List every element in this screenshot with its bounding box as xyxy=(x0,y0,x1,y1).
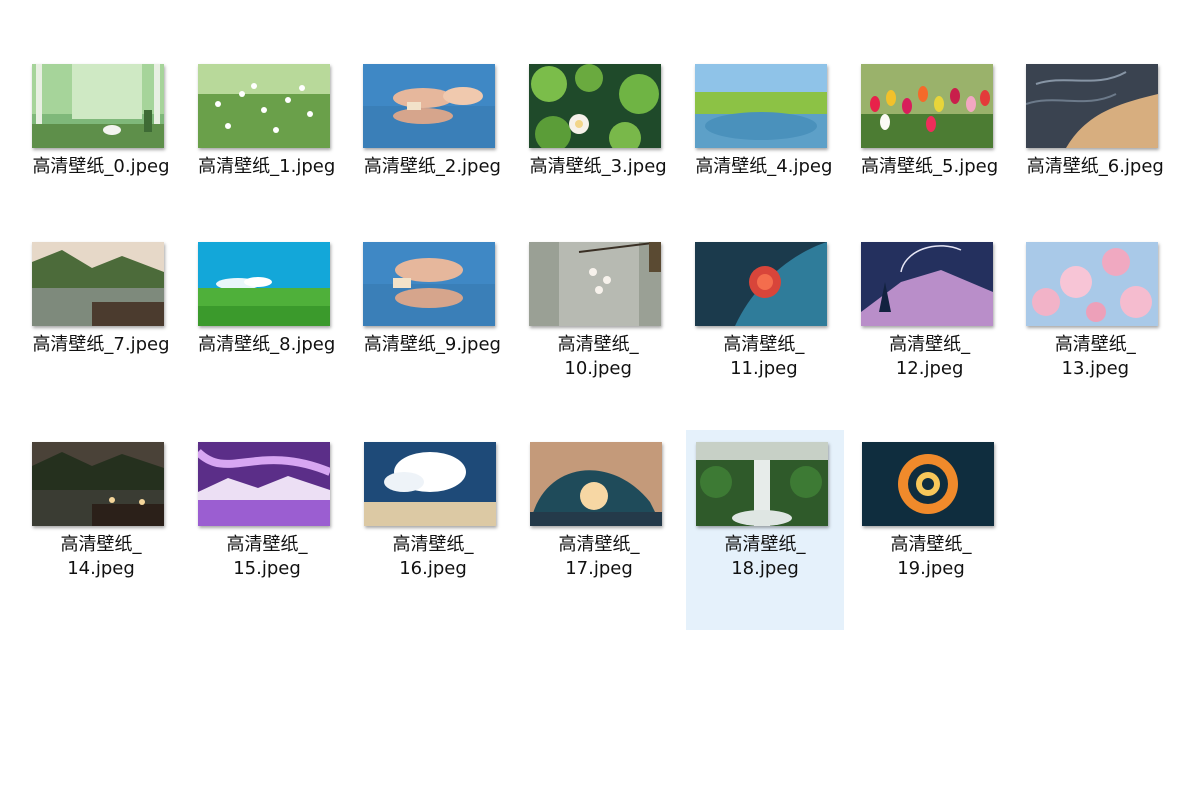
thumbnail-image[interactable] xyxy=(860,64,993,148)
file-name-label: 高清壁纸_6.jpeg xyxy=(1026,156,1164,177)
file-item-2[interactable]: 高清壁纸_2.jpeg xyxy=(353,52,511,252)
thumbnail-image[interactable] xyxy=(32,64,164,148)
file-name-label: 高清壁纸_2.jpeg xyxy=(363,156,501,177)
file-item-8[interactable]: 高清壁纸_8.jpeg xyxy=(188,230,346,430)
file-name-label: 高清壁纸_15.jpeg xyxy=(226,534,308,579)
file-name-label: 高清壁纸_16.jpeg xyxy=(392,534,474,579)
file-name-label: 高清壁纸_18.jpeg xyxy=(724,534,806,579)
file-item-4[interactable]: 高清壁纸_4.jpeg xyxy=(685,52,843,252)
file-name-label: 高清壁纸_12.jpeg xyxy=(889,334,971,379)
file-row: 高清壁纸_0.jpeg 高清壁纸_1.jpeg xyxy=(22,52,1182,230)
file-item-1[interactable]: 高清壁纸_1.jpeg xyxy=(188,52,346,252)
file-row: 高清壁纸_14.jpeg 高清壁纸_15.jpeg xyxy=(22,430,1182,630)
thumbnail-image[interactable] xyxy=(530,442,662,526)
file-name-label: 高清壁纸_1.jpeg xyxy=(198,156,336,177)
thumbnail-image[interactable] xyxy=(197,64,330,148)
thumbnail-image[interactable] xyxy=(197,242,330,326)
file-name-label: 高清壁纸_13.jpeg xyxy=(1054,334,1136,379)
file-name-label: 高清壁纸_10.jpeg xyxy=(557,334,639,379)
file-name-label: 高清壁纸_4.jpeg xyxy=(695,156,833,177)
file-item-6[interactable]: 高清壁纸_6.jpeg xyxy=(1016,52,1174,252)
file-item-5[interactable]: 高清壁纸_5.jpeg xyxy=(851,52,1009,252)
thumbnail-image[interactable] xyxy=(694,64,827,148)
thumbnail-image[interactable] xyxy=(1026,242,1159,326)
thumbnail-image[interactable] xyxy=(198,442,330,526)
file-name-label: 高清壁纸_14.jpeg xyxy=(60,534,142,579)
thumbnail-image[interactable] xyxy=(529,64,662,148)
thumbnail-image[interactable] xyxy=(529,242,662,326)
file-item-19[interactable]: 高清壁纸_19.jpeg xyxy=(852,430,1010,630)
file-grid: 高清壁纸_0.jpeg 高清壁纸_1.jpeg xyxy=(22,52,1182,630)
file-item-18[interactable]: 高清壁纸_18.jpeg xyxy=(686,430,844,630)
file-item-15[interactable]: 高清壁纸_15.jpeg xyxy=(188,430,346,630)
thumbnail-image[interactable] xyxy=(694,242,827,326)
file-name-label: 高清壁纸_8.jpeg xyxy=(198,334,336,355)
file-row: 高清壁纸_7.jpeg 高清壁纸_8.jpeg xyxy=(22,230,1182,430)
file-name-label: 高清壁纸_5.jpeg xyxy=(861,156,999,177)
file-name-label: 高清壁纸_17.jpeg xyxy=(558,534,640,579)
file-item-0[interactable]: 高清壁纸_0.jpeg xyxy=(22,52,180,252)
file-item-11[interactable]: 高清壁纸_11.jpeg xyxy=(685,230,843,430)
thumbnail-image[interactable] xyxy=(696,442,828,526)
file-item-7[interactable]: 高清壁纸_7.jpeg xyxy=(22,230,180,430)
thumbnail-image[interactable] xyxy=(32,242,164,326)
file-item-3[interactable]: 高清壁纸_3.jpeg xyxy=(519,52,677,252)
file-item-10[interactable]: 高清壁纸_10.jpeg xyxy=(519,230,677,430)
thumbnail-image[interactable] xyxy=(363,242,496,326)
file-name-label: 高清壁纸_3.jpeg xyxy=(529,156,667,177)
thumbnail-image[interactable] xyxy=(860,242,993,326)
file-item-9[interactable]: 高清壁纸_9.jpeg xyxy=(353,230,511,430)
file-name-label: 高清壁纸_9.jpeg xyxy=(363,334,501,355)
thumbnail-image[interactable] xyxy=(862,442,994,526)
file-item-12[interactable]: 高清壁纸_12.jpeg xyxy=(851,230,1009,430)
file-item-13[interactable]: 高清壁纸_13.jpeg xyxy=(1016,230,1174,430)
file-name-label: 高清壁纸_7.jpeg xyxy=(32,334,170,355)
file-name-label: 高清壁纸_0.jpeg xyxy=(32,156,170,177)
thumbnail-image[interactable] xyxy=(1026,64,1159,148)
file-item-14[interactable]: 高清壁纸_14.jpeg xyxy=(22,430,180,630)
thumbnail-image[interactable] xyxy=(364,442,496,526)
file-name-label: 高清壁纸_11.jpeg xyxy=(723,334,805,379)
file-item-16[interactable]: 高清壁纸_16.jpeg xyxy=(354,430,512,630)
thumbnail-image[interactable] xyxy=(363,64,496,148)
thumbnail-image[interactable] xyxy=(32,442,164,526)
file-name-label: 高清壁纸_19.jpeg xyxy=(890,534,972,579)
file-item-17[interactable]: 高清壁纸_17.jpeg xyxy=(520,430,678,630)
